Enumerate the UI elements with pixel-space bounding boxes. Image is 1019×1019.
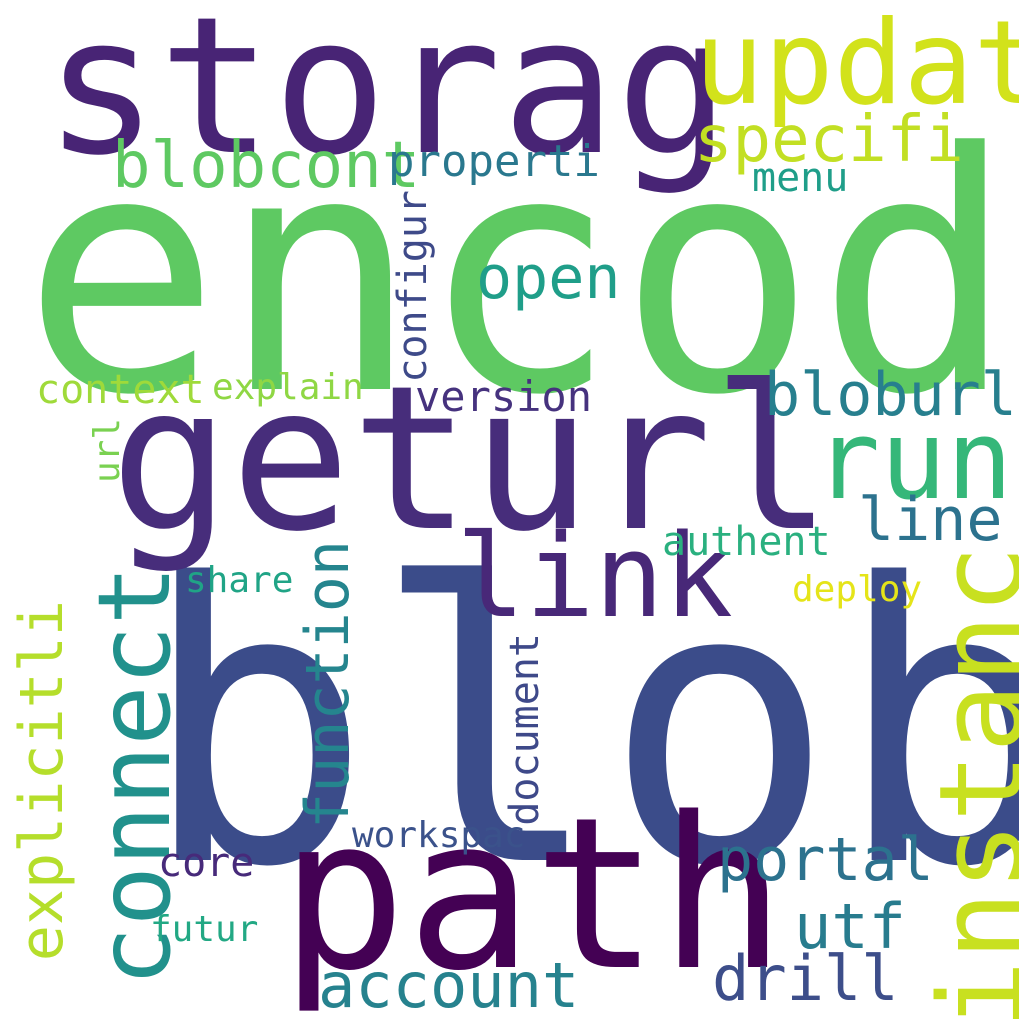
word-version: version (415, 372, 593, 421)
word-bloburl: bloburl (764, 360, 1017, 430)
word-drill: drill (712, 942, 899, 1015)
word-path: path (280, 772, 786, 1017)
word-geturl: geturl (110, 343, 833, 576)
word-updat: updat (694, 0, 1019, 131)
word-explicitli: explicitli (7, 600, 77, 962)
word-share: share (185, 560, 294, 601)
word-blob: blob (140, 503, 1019, 951)
word-context: context (36, 367, 205, 413)
word-run: run (814, 396, 1013, 524)
word-encod: encod (22, 83, 1016, 467)
word-futur: futur (150, 909, 259, 950)
word-instanc: instanc (915, 545, 1019, 1019)
word-url: url (87, 418, 128, 484)
word-explain: explain (212, 367, 364, 408)
word-line: line (858, 485, 1003, 555)
word-open: open (476, 243, 621, 313)
word-core: core (158, 840, 255, 886)
word-authent: authent (662, 519, 831, 565)
word-deploy: deploy (792, 569, 923, 610)
word-blobcont: blobcont (112, 129, 421, 203)
word-storag: storag (44, 0, 731, 197)
word-function: function (293, 540, 363, 829)
word-configur: configur (390, 190, 436, 383)
word-workspac: workspac (352, 815, 526, 856)
word-portal: portal (717, 825, 934, 895)
word-menu: menu (752, 155, 849, 201)
word-utf: utf (794, 890, 906, 963)
word-document: document (502, 633, 548, 826)
word-link: link (456, 510, 733, 644)
word-account: account (318, 949, 580, 1019)
word-properti: properti (388, 136, 600, 187)
word-specifi: specifi (694, 103, 964, 177)
